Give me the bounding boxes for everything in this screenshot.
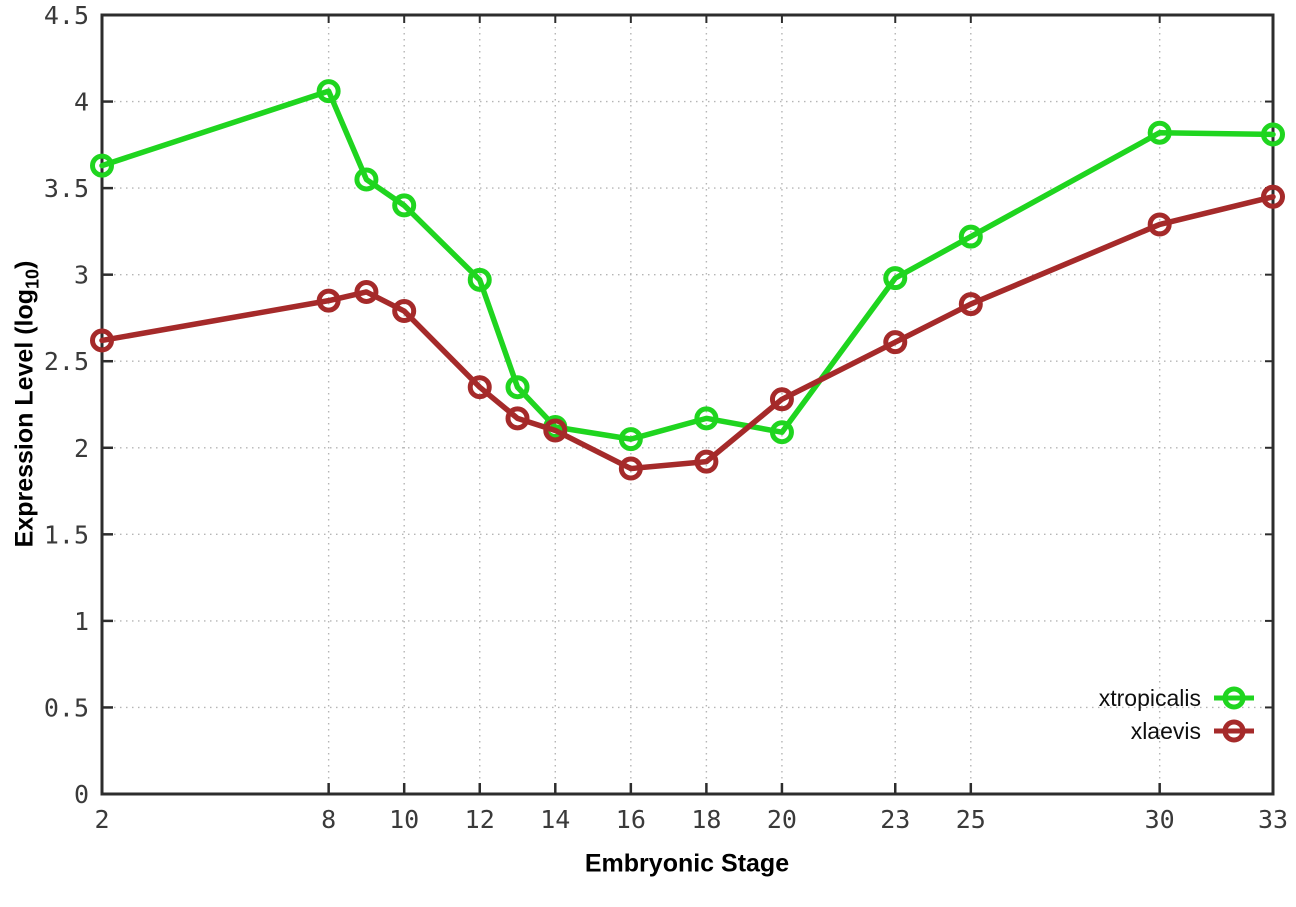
y-axis-title-text: Expression Level (log (10, 288, 39, 548)
data-point-xtropicalis (467, 267, 492, 292)
data-point-xtropicalis (90, 153, 114, 178)
y-tick-label: 4 (74, 88, 89, 117)
data-point-xlaevis (316, 288, 341, 313)
data-point-xtropicalis (618, 427, 643, 452)
data-point-xtropicalis (354, 167, 379, 192)
plot-border (100, 13, 1275, 796)
data-point-xlaevis (505, 406, 530, 431)
y-tick-label: 1 (74, 607, 89, 636)
series-line-xtropicalis (99, 88, 1276, 442)
data-point-xlaevis (618, 456, 643, 481)
legend-label-xlaevis: xlaevis (1130, 717, 1201, 744)
data-point-xtropicalis (883, 266, 908, 291)
x-tick-label: 12 (465, 805, 495, 834)
data-point-xtropicalis (505, 375, 530, 400)
y-tick-label: 0.5 (44, 693, 89, 722)
data-point-xlaevis (90, 328, 114, 353)
y-tick-label: 2 (74, 434, 89, 463)
x-tick-label: 25 (956, 805, 986, 834)
data-point-xlaevis (354, 279, 379, 304)
data-point-xlaevis (392, 299, 417, 324)
y-tick-label: 2.5 (44, 347, 89, 376)
data-point-xtropicalis (1147, 120, 1172, 145)
legend-swatch-xlaevis (1214, 719, 1254, 743)
x-tick-label: 23 (880, 805, 910, 834)
x-tick-label: 20 (767, 805, 797, 834)
data-point-xlaevis (1147, 212, 1172, 237)
y-tick-label: 3.5 (44, 174, 89, 203)
series-line-xlaevis (99, 194, 1276, 472)
data-point-xlaevis (883, 330, 908, 355)
x-tick-label: 14 (540, 805, 570, 834)
x-tick-label: 30 (1145, 805, 1175, 834)
data-point-xtropicalis (958, 224, 983, 249)
data-point-xlaevis (694, 449, 719, 474)
data-point-xlaevis (467, 375, 492, 400)
data-point-xtropicalis (316, 79, 341, 104)
legend-item-xlaevis: xlaevis (1131, 715, 1257, 747)
x-tick-label: 2 (94, 805, 109, 834)
x-tick-label: 33 (1258, 805, 1288, 834)
legend-ring-icon (1222, 686, 1246, 710)
data-point-xlaevis (543, 418, 568, 443)
legend-ring-icon (1222, 719, 1246, 743)
data-point-xtropicalis (694, 406, 719, 431)
data-point-xlaevis (958, 292, 983, 317)
x-tick-label: 8 (321, 805, 336, 834)
data-point-xlaevis (769, 387, 794, 412)
legend: xtropicalis xlaevis (1099, 682, 1257, 747)
x-tick-label: 18 (691, 805, 721, 834)
data-point-xtropicalis (1261, 122, 1285, 147)
y-axis-title: Expression Level (log10) (11, 261, 44, 548)
legend-swatch-xtropicalis (1214, 686, 1254, 710)
x-axis-title: Embryonic Stage (584, 849, 790, 878)
y-axis-title-close: ) (10, 260, 39, 269)
data-point-xtropicalis (392, 193, 417, 218)
y-tick-label: 1.5 (44, 520, 89, 549)
legend-item-xtropicalis: xtropicalis (1099, 682, 1257, 714)
data-point-xtropicalis (769, 420, 794, 445)
y-axis-title-subscript: 10 (22, 268, 43, 289)
x-tick-label: 16 (616, 805, 646, 834)
legend-label-xtropicalis: xtropicalis (1098, 684, 1201, 711)
data-point-xlaevis (1261, 184, 1285, 209)
y-tick-label: 0 (74, 780, 89, 809)
y-tick-label: 4.5 (44, 1, 89, 30)
y-tick-label: 3 (74, 261, 89, 290)
x-tick-label: 10 (389, 805, 419, 834)
